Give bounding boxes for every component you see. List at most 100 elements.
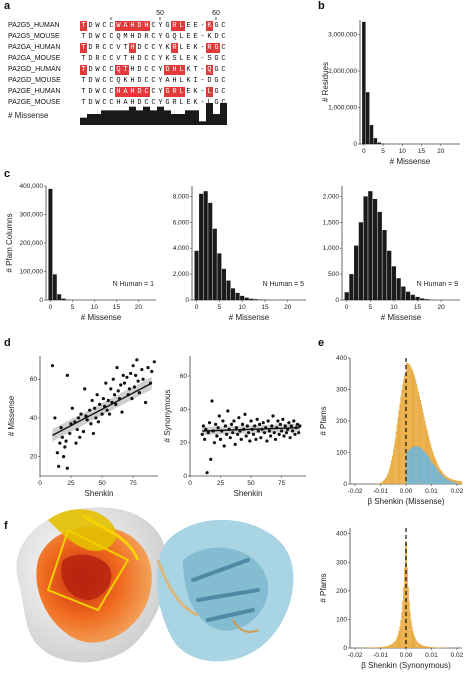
beta-bar-secondary [407,450,409,484]
scatter-point [68,431,72,436]
residue: D [137,76,142,85]
beta-bar [382,646,384,648]
scatter-point [266,419,270,423]
histogram-bar [52,274,57,300]
scatter-point [262,431,267,435]
beta-bar [409,365,411,484]
residue: H [143,20,150,31]
residue: C [102,65,107,74]
beta-bar [388,645,390,648]
histogram-bar [405,291,411,300]
residue: C [151,43,156,52]
residue: G [164,86,171,97]
residue: Y [158,98,163,107]
y-axis-label: # Pfams [319,406,328,435]
x-tick-label: -0.01 [373,488,388,495]
residue: D [88,43,93,52]
residue: S [172,54,177,63]
scatter-point [254,437,258,441]
beta-bar-secondary [410,448,412,484]
scatter-point [226,409,230,413]
scatter-point [261,421,265,425]
scatter-point [79,412,83,416]
residue: W [95,21,100,30]
beta-bar-secondary [456,482,458,484]
histogram-bar [203,191,208,300]
x-tick-label: 10 [390,304,398,311]
x-tick-label: 15 [261,304,269,311]
residue: C [221,32,226,41]
scatter-point [214,422,218,426]
beta-bar-secondary [436,469,438,484]
alignment-row: PA2G5_HUMAN T D W C C W A H D H C Y G R L E E - K G C [8,20,227,31]
panel-letter-c: c [4,168,11,180]
beta-bar [384,646,386,648]
y-tick-label: 20 [30,454,38,461]
alignment-row-name: PA2G5_HUMAN [8,22,60,29]
residue: T [122,64,129,75]
residue: G [214,87,219,96]
scatter-point [281,417,285,421]
beta-bar [378,647,379,648]
scatter-point [223,424,228,428]
beta-bar-secondary [448,480,450,484]
beta-bar [387,645,389,648]
scatter-point [292,419,296,423]
histogram-bar [377,211,382,300]
y-tick-label: 300,000 [20,212,44,219]
residue: T [123,43,128,52]
residue: V [116,54,121,63]
beta-bar [422,412,424,484]
beta-bar [374,647,376,648]
residue: K [165,43,170,52]
scatter-point [75,427,79,432]
residue: K [206,20,213,31]
y-tick-label: 0 [335,297,339,304]
residue: - [200,43,205,52]
y-tick-label: 2,000,000 [328,68,357,75]
residue: K [193,54,198,63]
residue: C [102,98,107,107]
residue: R [171,20,178,31]
alignment-row-name: PA2GA_MOUSE [8,55,61,62]
residue: D [88,21,93,30]
scatter-point [229,422,234,426]
x-tick-label: 0.01 [425,488,438,495]
beta-bar [423,645,425,648]
missense-bar [80,117,87,125]
beta-bar [395,639,397,648]
x-tick-label: 10 [239,304,247,311]
residue: - [200,54,205,63]
residue: C [151,32,156,41]
residue: V [116,43,121,52]
residue: Y [158,87,163,96]
histogram-bar [194,250,199,300]
scatter-point [131,364,135,368]
x-tick-label: 5 [381,148,385,155]
beta-bar-secondary [428,457,430,484]
residue: T [80,20,87,31]
residue: A [122,20,129,31]
residue: D [137,54,142,63]
scatter-point [130,396,134,401]
residue: C [109,43,114,52]
beta-bar [431,647,433,648]
scatter-point [63,445,67,449]
x-tick-label: 0 [49,304,53,311]
scatter-point [98,402,102,406]
beta-bar [429,646,431,648]
scatter-point [50,364,55,368]
beta-bar [409,612,411,648]
residue: W [95,98,100,107]
beta-bar-secondary [414,446,416,484]
scatter-point [78,435,82,439]
beta-bar-secondary [430,459,432,484]
beta-bar [392,643,393,648]
x-tick-label: 75 [278,480,286,487]
y-axis-label: # Pfam Columns [5,213,14,272]
histogram-bar [410,294,415,300]
y-tick-label: 1,000,000 [328,105,357,112]
scatter-point [205,471,209,475]
x-tick-label: 0.02 [451,652,464,659]
residue: H [130,54,135,63]
